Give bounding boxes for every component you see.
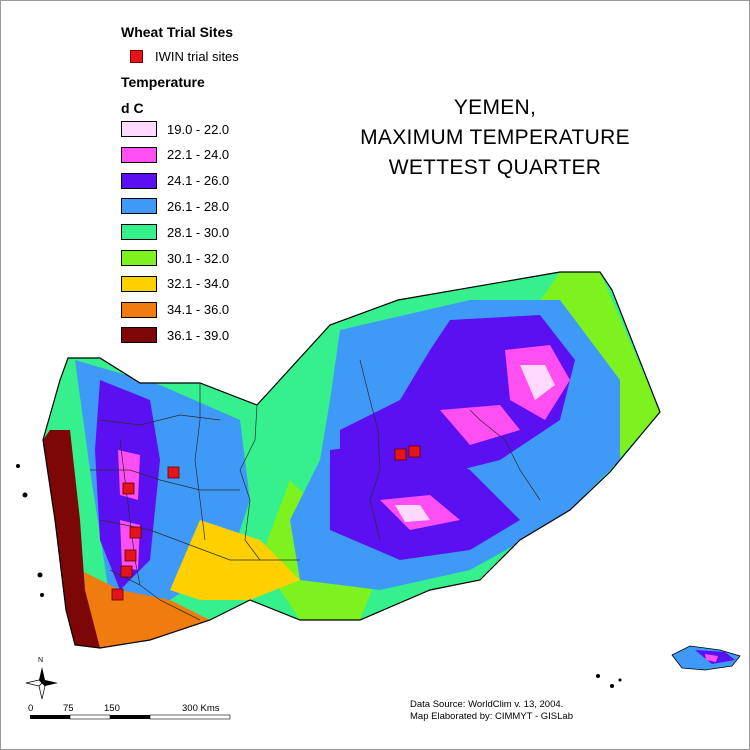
red-sea-islands	[16, 464, 622, 688]
mainland-raster	[43, 272, 660, 648]
legend-class-row: 19.0 - 22.0	[121, 120, 229, 138]
legend-swatch	[121, 172, 157, 189]
legend-unit: d C	[121, 100, 144, 116]
legend-class-row: 26.1 - 28.0	[121, 197, 229, 215]
legend-class-label: 34.1 - 36.0	[167, 302, 230, 318]
title-line-3: WETTEST QUARTER	[388, 156, 602, 179]
trial-site-marker	[122, 482, 135, 495]
legend-class-label: 36.1 - 39.0	[167, 327, 230, 343]
legend-swatch	[121, 121, 157, 137]
legend-swatch	[121, 250, 157, 266]
legend-class-row: 24.1 - 26.0	[121, 172, 229, 190]
scale-tick-label: 75	[63, 703, 74, 714]
trial-site-marker	[408, 445, 421, 458]
legend-class-label: 32.1 - 34.0	[167, 276, 230, 292]
legend-class-row: 32.1 - 34.0	[121, 275, 229, 293]
trial-site-marker	[129, 526, 142, 539]
legend-class-label: 19.0 - 22.0	[167, 121, 230, 137]
scale-tick-label: 300 Kms	[182, 703, 220, 714]
site-swatch	[130, 50, 143, 63]
legend-site-row: IWIN trial sites	[130, 49, 239, 64]
legend-site-label: IWIN trial sites	[155, 49, 239, 64]
source-line-2: Map Elaborated by: CIMMYT - GISLab	[410, 711, 573, 722]
trial-site-marker	[167, 466, 180, 479]
trial-site-marker	[394, 448, 407, 461]
trial-sites	[111, 445, 421, 601]
legend-class-label: 28.1 - 30.0	[167, 224, 230, 240]
scale-tick-label: 0	[28, 703, 34, 714]
legend-swatch	[121, 198, 157, 215]
legend-class-row: 36.1 - 39.0	[121, 326, 229, 344]
legend-class-label: 26.1 - 28.0	[167, 198, 230, 214]
legend-class-label: 22.1 - 24.0	[167, 147, 230, 163]
title-line-2: MAXIMUM TEMPERATURE	[360, 126, 630, 149]
north-arrow-icon	[25, 667, 58, 700]
legend-class-label: 30.1 - 32.0	[167, 250, 230, 266]
legend-temperature-title: Temperature	[121, 74, 205, 90]
scale-bar	[30, 714, 231, 720]
legend-swatch	[121, 224, 157, 241]
trial-site-marker	[120, 565, 133, 578]
province-boundaries	[90, 359, 541, 621]
legend-swatch	[121, 146, 157, 163]
legend-sites-title: Wheat Trial Sites	[121, 24, 234, 40]
source-note: Data Source: WorldClim v. 13, 2004. Map …	[410, 699, 573, 723]
legend-swatch	[121, 327, 157, 344]
legend-class-row: 34.1 - 36.0	[121, 301, 229, 319]
source-line-1: Data Source: WorldClim v. 13, 2004.	[410, 699, 564, 710]
scale-tick-label: 150	[104, 703, 120, 714]
legend-class-row: 30.1 - 32.0	[121, 249, 229, 267]
trial-site-marker	[124, 549, 137, 562]
legend-class-row: 22.1 - 24.0	[121, 146, 229, 164]
map-title: YEMEN, MAXIMUM TEMPERATURE WETTEST QUART…	[340, 93, 650, 183]
north-label: N	[38, 657, 44, 664]
legend-swatch	[121, 275, 157, 292]
legend-class-row: 28.1 - 30.0	[121, 223, 229, 241]
trial-site-marker	[111, 588, 124, 601]
legend-class-label: 24.1 - 26.0	[167, 173, 230, 189]
legend-swatch	[121, 301, 157, 318]
country-border	[42, 271, 661, 649]
title-line-1: YEMEN,	[453, 96, 537, 119]
